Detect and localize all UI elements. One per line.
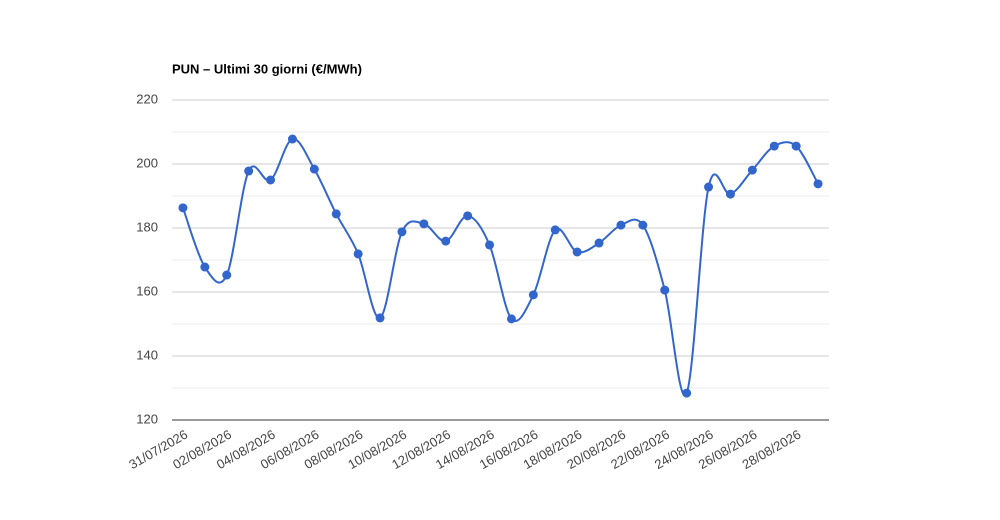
point: [638, 220, 648, 230]
y-tick-label: 140: [136, 347, 158, 362]
point: [682, 388, 692, 398]
point: [813, 179, 823, 189]
point: [419, 219, 429, 229]
y-tick-label: 220: [136, 91, 158, 106]
point: [704, 182, 714, 192]
point: [550, 225, 560, 235]
chart-title: PUN – Ultimi 30 giorni (€/MWh): [172, 61, 362, 76]
y-tick-label: 120: [136, 411, 158, 426]
point: [791, 141, 801, 151]
point: [244, 166, 254, 176]
point: [594, 238, 604, 248]
point: [331, 209, 341, 219]
point: [266, 175, 276, 185]
point: [222, 270, 232, 280]
y-tick-label: 160: [136, 283, 158, 298]
point: [287, 134, 297, 144]
point: [353, 249, 363, 259]
point: [178, 203, 188, 213]
point: [747, 165, 757, 175]
point: [463, 211, 473, 221]
point: [309, 164, 319, 174]
point: [485, 240, 495, 250]
y-tick-label: 200: [136, 155, 158, 170]
point: [375, 313, 385, 323]
point: [506, 314, 516, 324]
point: [725, 189, 735, 199]
point: [200, 262, 210, 272]
point: [441, 236, 451, 246]
point: [660, 285, 670, 295]
point: [528, 290, 538, 300]
y-tick-label: 180: [136, 219, 158, 234]
point: [616, 220, 626, 230]
point: [397, 227, 407, 237]
point: [769, 141, 779, 151]
point: [572, 247, 582, 257]
